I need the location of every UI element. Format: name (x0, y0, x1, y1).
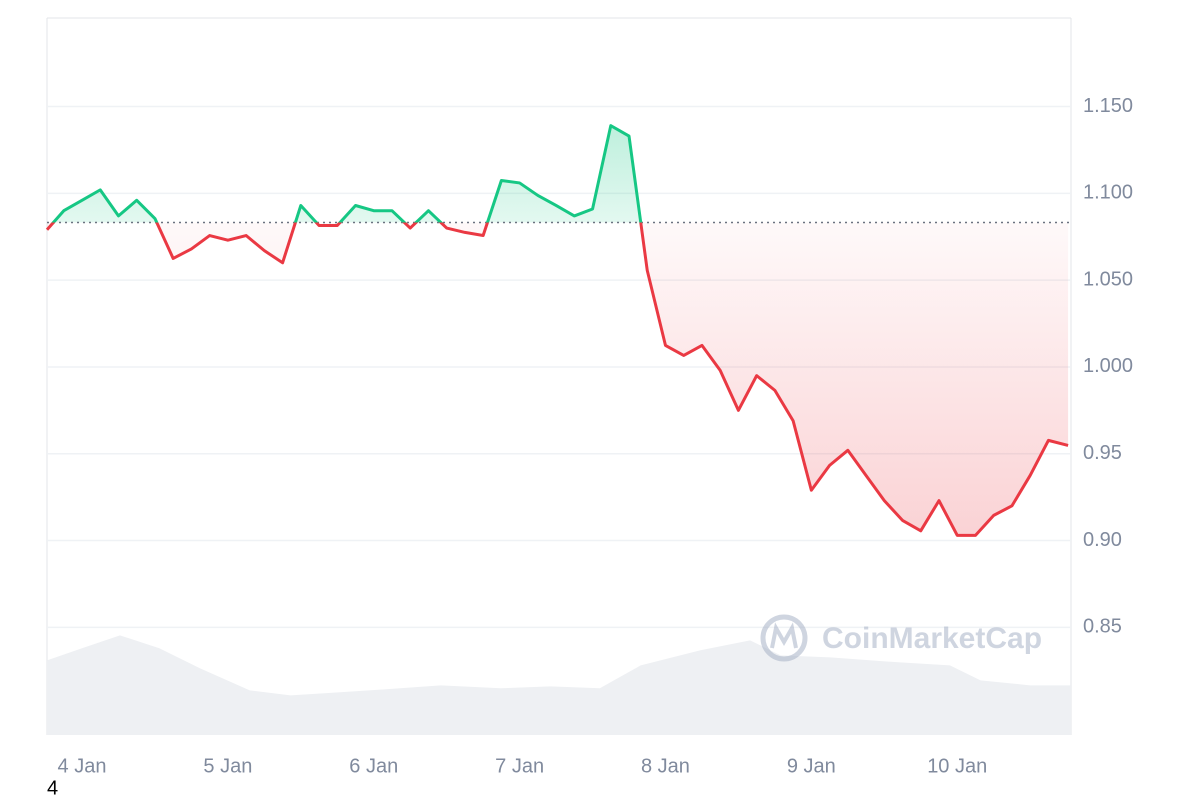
y-tick-label: 1.050 (1083, 268, 1133, 290)
x-tick-label: 5 Jan (203, 755, 252, 777)
y-tick-label: 0.95 (1083, 442, 1122, 464)
price-line (45, 124, 1069, 537)
price-layer (45, 124, 1071, 537)
watermark: CoinMarketCap (760, 614, 1042, 662)
x-tick-label: 8 Jan (641, 755, 690, 777)
x-tick-label: 7 Jan (495, 755, 544, 777)
x-tick-label: 4 Jan (58, 755, 107, 777)
volume-layer (47, 635, 1071, 735)
volume-area (47, 635, 1071, 735)
grid (47, 105, 1071, 629)
x-tick-label: 6 Jan (349, 755, 398, 777)
footer-text: 4 (47, 777, 58, 799)
y-tick-label: 1.150 (1083, 95, 1133, 117)
price-area (47, 125, 1069, 536)
y-tick-label: 0.85 (1083, 616, 1122, 638)
watermark-logo (770, 622, 798, 649)
x-tick-label: 10 Jan (927, 755, 987, 777)
y-tick-label: 1.100 (1083, 182, 1133, 204)
watermark-text: CoinMarketCap (822, 622, 1042, 655)
y-tick-label: 1.000 (1083, 355, 1133, 377)
x-tick-label: 9 Jan (787, 755, 836, 777)
y-tick-label: 0.90 (1083, 529, 1122, 551)
watermark-logo (760, 614, 808, 662)
